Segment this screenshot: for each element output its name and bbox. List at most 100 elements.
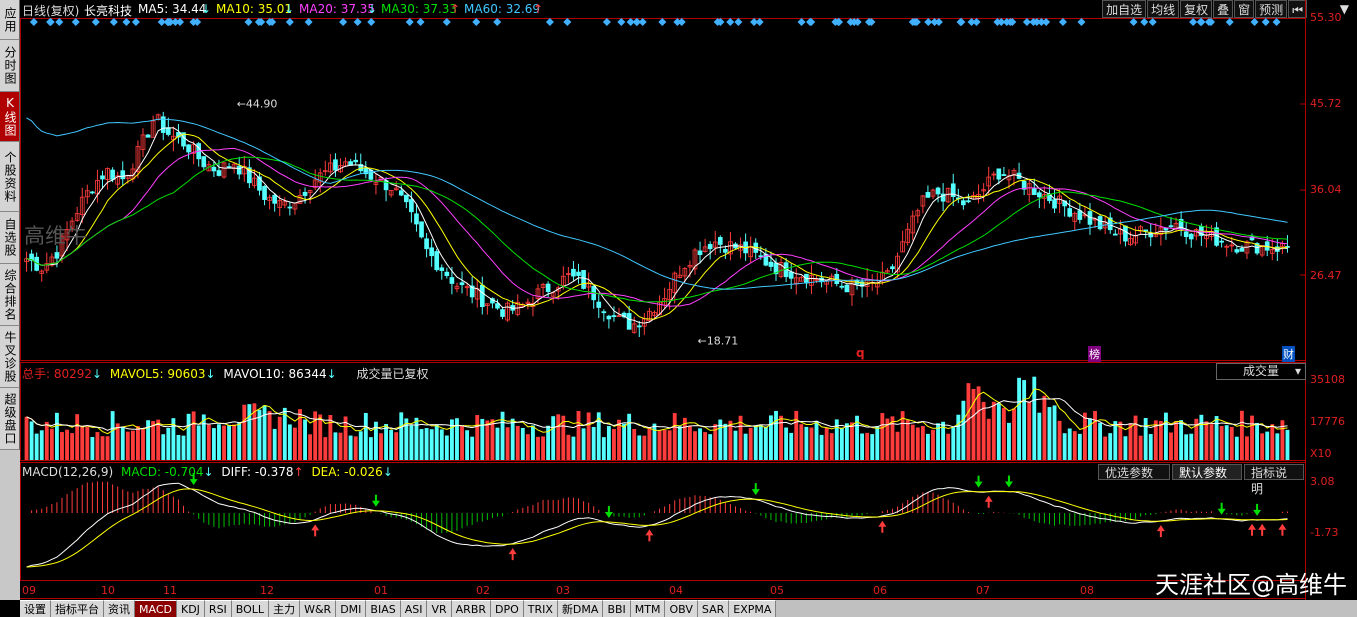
candle-body [1239,248,1245,252]
tab-16[interactable]: 新DMA [557,600,604,617]
candle-body [373,182,379,185]
volume-bar [672,413,677,460]
volume-bar [1285,429,1290,460]
volume-bar [1098,422,1103,460]
tab-18[interactable]: MTM [630,600,666,617]
volume-bar [784,427,789,460]
candle-body [338,165,343,173]
up-arrow-icon: ↑ [450,2,461,16]
sidebar-item-6[interactable]: 牛叉诊股 [0,326,20,388]
sidebar-item-3[interactable]: 个股资料 [0,142,20,212]
signal-diamond-icon [908,18,917,26]
tab-19[interactable]: OBV [665,600,698,617]
header-button-1[interactable]: 均线 [1147,0,1180,18]
tab-8[interactable]: W&R [300,600,337,617]
sidebar-item-7[interactable]: 超级盘口 [0,388,20,450]
signal-diamond-icon [244,18,253,26]
volume-bar [1032,376,1037,460]
tab-14[interactable]: DPO [491,600,524,617]
up-arrow-icon: ↑ [533,2,544,16]
volume-bar [470,436,475,460]
header-button-0[interactable]: 加自选 [1102,0,1147,18]
volume-bar [753,425,758,460]
volume-bar [931,429,935,460]
sidebar-item-5[interactable]: 综合排名 [0,264,20,326]
tab-20[interactable]: SAR [697,600,730,617]
volume-bar [1027,401,1032,460]
volume-bar [125,431,130,460]
event-marker-bang[interactable]: 榜 [1088,346,1101,362]
sidebar-item-1[interactable]: 分时图 [0,40,20,92]
volume-bar [824,427,829,460]
sidebar-item-2[interactable]: K线图 [0,92,20,142]
chart-canvas[interactable]: ←44.90 ←18.71 55.30 45.72 36.04 26.47 35108 17… [0,0,1357,600]
signal-diamond-icon [638,18,647,26]
tab-21[interactable]: EXPMA [729,600,777,617]
macd-button-0[interactable]: 优选参数 [1098,464,1170,480]
header-button-4[interactable]: 窗 [1234,0,1255,18]
tab-13[interactable]: ARBR [451,600,492,617]
price-y-tick: 55.30 [1310,11,1342,24]
header-button-5[interactable]: 预测 [1255,0,1288,18]
volume-bar [186,413,191,460]
tab-15[interactable]: TRIX [523,600,558,617]
candle-body [1219,240,1224,243]
candle-body [631,323,637,333]
volume-bar [90,437,95,460]
first-page-icon[interactable]: ⏮ [1288,0,1307,18]
volume-bar [586,412,591,460]
tab-12[interactable]: VR [427,600,452,617]
tab-7[interactable]: 主力 [269,600,301,617]
volume-bar [546,425,551,460]
event-marker-cai[interactable]: 财 [1282,346,1295,362]
volume-bar [880,413,885,460]
volume-bar [1194,418,1199,460]
candle-body [1224,245,1230,248]
indicator-select[interactable]: 成交量 ▾ [1216,363,1306,380]
signal-diamond-icon [1189,18,1198,26]
tab-17[interactable]: BBI [603,600,631,617]
volume-bar [389,430,394,460]
tab-10[interactable]: BIAS [366,600,401,617]
volume-bar [257,409,262,460]
macd-button-2[interactable]: 指标说明 [1244,464,1304,496]
volume-bar [617,419,621,460]
volume-bar [303,419,307,460]
candle-body [59,235,65,257]
tab-3[interactable]: MACD [135,600,177,617]
volume-bar [313,411,318,460]
candle-body [692,249,698,270]
sidebar-item-0[interactable]: 应用 [0,0,20,40]
x-tick: 03 [556,584,570,597]
candle-body [601,311,607,314]
volume-bar [227,424,232,460]
volume-bar [222,425,226,460]
tab-4[interactable]: KDJ [176,600,205,617]
candle-body [571,268,576,277]
tab-9[interactable]: DMI [336,600,367,617]
tab-2[interactable]: 资讯 [104,600,135,617]
header-toolbar: 加自选 均线 复权叠窗预测 ⏮ ▼ [1101,0,1349,18]
community-watermark: 天涯社区@高维牛 [1155,571,1347,599]
candle-body [961,200,966,206]
tab-11[interactable]: ASI [400,600,428,617]
tab-5[interactable]: RSI [204,600,232,617]
macd-button-1[interactable]: 默认参数 [1172,464,1242,480]
tab-1[interactable]: 指标平台 [51,600,104,617]
volume-bar [115,423,120,460]
header-button-3[interactable]: 叠 [1213,0,1234,18]
tab-0[interactable]: 设置 [20,600,51,617]
signal-diamond-icon [617,18,626,26]
event-marker-q[interactable]: q [856,346,865,360]
dropdown-icon[interactable]: ▼ [1339,2,1349,16]
candle-body [165,127,171,135]
candle-body [84,190,90,198]
sidebar-item-4[interactable]: 自选股 [0,212,20,264]
volume-bar [505,427,510,460]
tab-6[interactable]: BOLL [231,600,270,617]
header-button-2[interactable]: 复权 [1180,0,1213,18]
signal-diamond-icon [750,18,759,26]
period-label[interactable]: 日线(复权) [22,4,80,18]
down-arrow-icon: ↓ [92,367,106,381]
candle-body [586,283,591,288]
